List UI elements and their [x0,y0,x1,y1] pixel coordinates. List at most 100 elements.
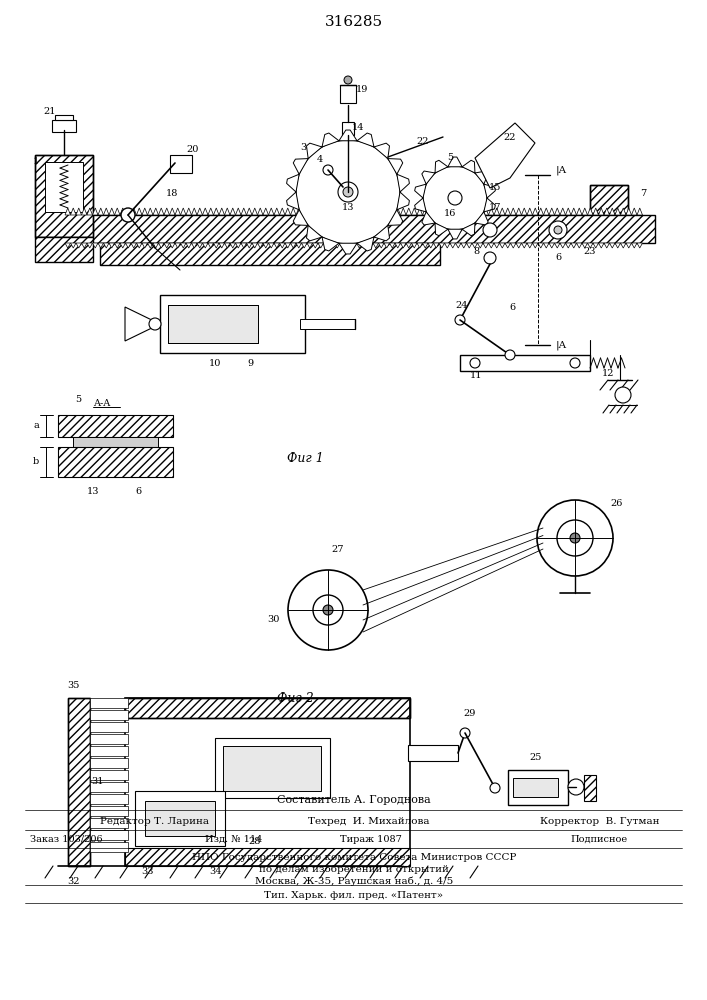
Polygon shape [397,192,409,210]
Text: 9: 9 [247,359,253,367]
Text: 6: 6 [555,253,561,262]
Polygon shape [322,237,339,251]
Polygon shape [455,243,461,248]
Polygon shape [448,229,462,239]
Bar [90,806,128,816]
Polygon shape [544,208,549,215]
Polygon shape [599,243,604,248]
Bar [52,120,76,132]
Polygon shape [357,133,374,147]
Polygon shape [439,243,445,248]
Polygon shape [411,208,417,215]
Polygon shape [588,243,593,248]
Polygon shape [527,243,532,248]
Text: 14: 14 [352,123,364,132]
Polygon shape [637,208,643,215]
Polygon shape [631,208,637,215]
Polygon shape [126,208,131,215]
Polygon shape [549,243,554,248]
Circle shape [505,350,515,360]
Polygon shape [148,208,153,215]
Polygon shape [467,243,472,248]
Bar [125,848,410,866]
Circle shape [549,221,567,239]
Polygon shape [87,243,93,248]
Text: 5: 5 [447,153,453,162]
Circle shape [323,165,333,175]
Bar [223,746,321,791]
Polygon shape [428,208,433,215]
Bar [68,698,90,866]
Polygon shape [87,208,93,215]
Bar [584,775,596,801]
Polygon shape [484,198,496,212]
Polygon shape [180,208,186,215]
Polygon shape [356,243,362,248]
Polygon shape [599,208,604,215]
Polygon shape [241,208,247,215]
Bar [590,185,628,213]
Bar [100,243,440,265]
Polygon shape [374,225,390,241]
Polygon shape [384,208,390,215]
Bar [460,355,590,371]
Bar [342,122,354,135]
Bar [145,801,215,836]
Polygon shape [448,157,462,167]
Polygon shape [423,243,428,248]
Polygon shape [346,243,351,248]
Polygon shape [225,208,230,215]
Polygon shape [263,208,269,215]
Polygon shape [269,208,274,215]
Polygon shape [334,243,340,248]
Polygon shape [411,243,417,248]
Polygon shape [362,243,368,248]
Polygon shape [462,223,475,236]
Polygon shape [126,243,131,248]
Polygon shape [219,243,225,248]
Bar [300,319,355,329]
Polygon shape [214,243,219,248]
Polygon shape [312,208,318,215]
Text: Тип. Харьк. фил. пред. «Патент»: Тип. Харьк. фил. пред. «Патент» [264,890,443,900]
Polygon shape [296,243,301,248]
Text: 10: 10 [209,359,221,367]
Polygon shape [286,192,299,210]
Polygon shape [274,208,279,215]
Polygon shape [400,243,406,248]
Circle shape [554,226,562,234]
Circle shape [615,387,631,403]
Text: 19: 19 [356,86,368,95]
Polygon shape [588,208,593,215]
Polygon shape [279,243,285,248]
Text: 21: 21 [44,107,57,116]
Bar [35,237,93,262]
Bar [90,698,128,708]
Circle shape [570,358,580,368]
Polygon shape [522,243,527,248]
Text: 32: 32 [66,876,79,886]
Bar [90,722,128,732]
Bar [90,734,128,744]
Polygon shape [422,212,435,225]
Circle shape [484,252,496,264]
Polygon shape [576,208,582,215]
Polygon shape [450,243,455,248]
Text: 28: 28 [249,836,261,846]
Bar [90,746,128,756]
Polygon shape [158,243,164,248]
Polygon shape [615,243,621,248]
Bar [35,155,93,237]
Circle shape [568,779,584,795]
Text: НПО Государственного комитета Совета Министров СССР: НПО Государственного комитета Совета Мин… [192,852,516,861]
Polygon shape [164,208,170,215]
Text: |A: |A [556,340,567,350]
Polygon shape [368,243,373,248]
Polygon shape [378,208,384,215]
Polygon shape [384,243,390,248]
Polygon shape [252,243,257,248]
Polygon shape [175,243,180,248]
Polygon shape [397,174,409,192]
Circle shape [570,533,580,543]
Polygon shape [98,208,103,215]
